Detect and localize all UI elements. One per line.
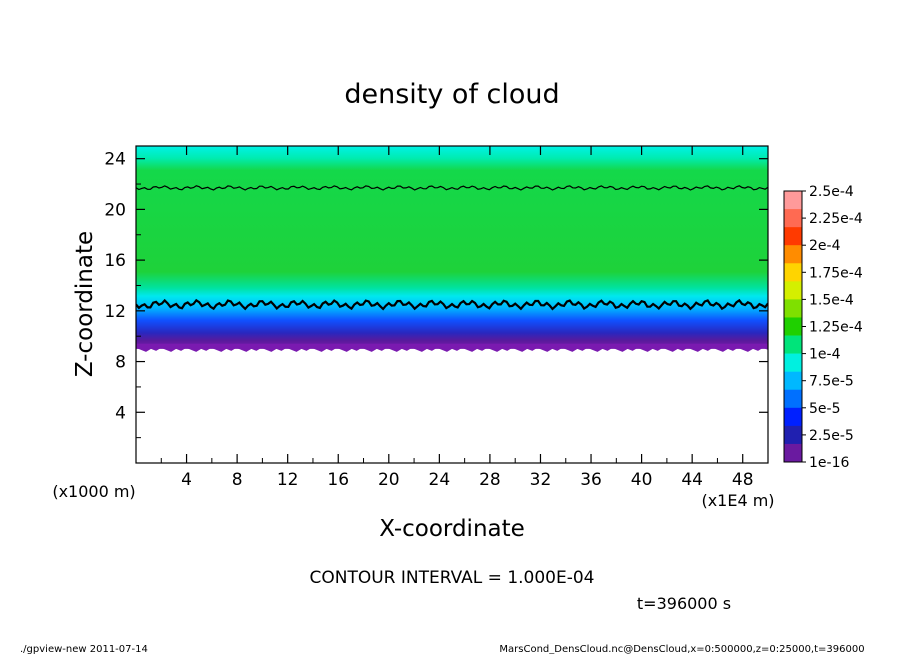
x-tick-label: 4	[181, 470, 192, 490]
colorbar-label: 7.5e-5	[809, 374, 854, 390]
x-tick-label: 36	[580, 470, 602, 490]
x-tick-label: 28	[479, 470, 501, 490]
contour-lines	[136, 185, 768, 311]
contour-line	[136, 185, 768, 191]
x-tick-label: 12	[277, 470, 299, 490]
colorbar-swatch	[784, 245, 802, 264]
colorbar-label: 1e-16	[809, 455, 849, 471]
x-axis-label: X-coordinate	[379, 516, 525, 542]
x-tick-label: 44	[681, 470, 703, 490]
y-tick-label: 12	[104, 302, 126, 322]
field-fill	[136, 146, 768, 349]
y-tick-label: 16	[104, 251, 126, 271]
colorbar-label: 1.25e-4	[809, 320, 863, 336]
colorbar-swatch	[784, 389, 802, 409]
contour-line	[136, 298, 768, 311]
colorbar-swatch	[784, 263, 802, 282]
colorbar-swatch	[784, 317, 802, 336]
colorbar-swatch	[784, 299, 802, 318]
field-lower-edge	[136, 343, 768, 352]
plot-area	[135, 145, 769, 464]
x-tick-label: 16	[327, 470, 349, 490]
colorbar-label: 2e-4	[809, 238, 841, 254]
colorbar-swatch	[784, 353, 802, 372]
colorbar-swatch	[784, 443, 802, 463]
colorbar-label: 1.5e-4	[809, 292, 854, 308]
y-axis: 4 8 12 16 20 24	[104, 150, 768, 439]
y-tick-label: 4	[115, 403, 126, 423]
colorbar-label: 2.5e-4	[809, 184, 854, 200]
footer-left: ./gpview-new 2011-07-14	[20, 644, 148, 654]
x-tick-label: 8	[232, 470, 243, 490]
colorbar-label: 1e-4	[809, 347, 841, 363]
x-tick-label: 32	[530, 470, 552, 490]
x-axis-unit: (x1E4 m)	[701, 491, 774, 510]
x-axis: 4 8 12 16 20 24 28 32 36 40 44 48	[160, 146, 754, 490]
x-tick-label: 20	[378, 470, 400, 490]
colorbar-label: 2.25e-4	[809, 211, 863, 227]
plot-frame	[135, 145, 769, 464]
colorbar-label: 5e-5	[809, 401, 840, 417]
colorbar-label: 2.5e-5	[809, 428, 854, 444]
density-field	[136, 146, 768, 352]
y-tick-label: 20	[104, 200, 126, 220]
colorbar-swatch	[784, 209, 802, 228]
contour-interval-text: CONTOUR INTERVAL = 1.000E-04	[310, 568, 595, 588]
colorbar-swatch	[784, 335, 802, 354]
colorbar: 2.5e-4 2.25e-4 2e-4 1.75e-4 1.5e-4 1.25e-4 1e-…	[783, 184, 863, 471]
y-tick-label: 24	[104, 150, 126, 170]
x-tick-label: 24	[429, 470, 451, 490]
colorbar-swatch	[784, 371, 802, 391]
y-tick-label: 8	[115, 353, 126, 373]
colorbar-swatch	[784, 407, 802, 427]
colorbar-swatch	[784, 191, 802, 210]
y-axis-unit: (x1000 m)	[52, 482, 135, 501]
x-tick-label: 48	[732, 470, 754, 490]
colorbar-swatch	[784, 281, 802, 300]
x-tick-label: 40	[631, 470, 653, 490]
colorbar-label: 1.75e-4	[809, 265, 863, 281]
colorbar-swatch	[784, 425, 802, 445]
chart-title: density of cloud	[344, 79, 559, 110]
y-axis-label: Z-coordinate	[72, 231, 98, 377]
colorbar-swatch	[784, 227, 802, 246]
footer-right: MarsCond_DensCloud.nc@DensCloud,x=0:5000…	[499, 644, 864, 654]
time-label: t=396000 s	[637, 594, 731, 613]
